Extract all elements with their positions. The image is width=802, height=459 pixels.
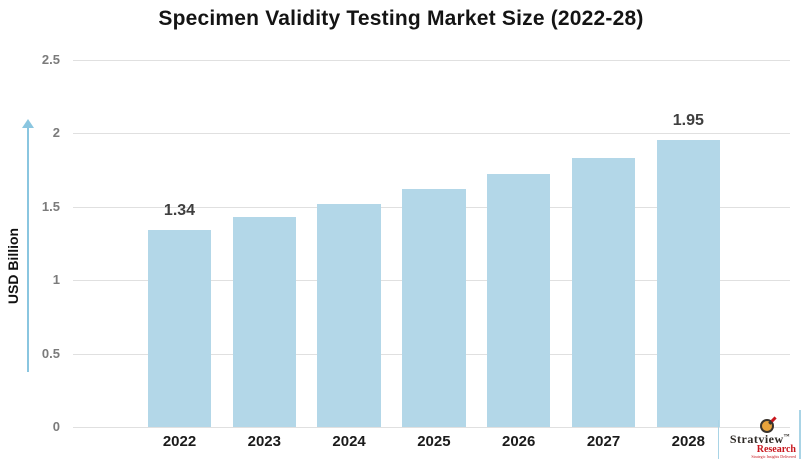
magnifier-icon [760, 416, 777, 433]
gridline-2.5 [73, 59, 790, 61]
y-axis-title: USD Billion [5, 227, 21, 305]
bar-value-label-2022: 1.34 [163, 202, 196, 219]
y-tick-label-0.5: 0.5 [41, 345, 60, 361]
bar-2023 [232, 217, 297, 427]
magnifier-handle-icon [768, 416, 777, 425]
bar-2028 [656, 140, 721, 427]
x-tick-label-2022: 2022 [162, 433, 197, 450]
gridline-2 [73, 133, 790, 134]
x-tick-label-2028: 2028 [671, 433, 705, 450]
brand-tagline: Strategic Insights Delivered [751, 454, 796, 459]
brand-name-text: Stratview [729, 432, 784, 446]
brand-name: Stratview™ [720, 432, 800, 447]
chart-title: Specimen Validity Testing Market Size (2… [158, 7, 644, 30]
y-tick-label-0: 0 [52, 419, 60, 434]
x-tick-label-2023: 2023 [247, 433, 281, 450]
bar-2027 [571, 158, 636, 427]
trademark-symbol: ™ [783, 434, 791, 440]
x-tick-label-2027: 2027 [586, 433, 621, 450]
y-tick-label-1.5: 1.5 [41, 198, 60, 214]
bar-2024 [317, 204, 381, 427]
y-tick-label-2: 2 [52, 125, 60, 140]
brand-division: Research [756, 444, 796, 455]
logo-divider-left [718, 420, 719, 459]
stratview-logo: Stratview™ Research Strategic Insights D… [720, 416, 800, 459]
x-tick-label-2026: 2026 [502, 433, 536, 450]
bar-value-label-2028: 1.95 [672, 112, 704, 129]
bar-2026 [486, 174, 551, 427]
logo-divider-right [799, 410, 801, 459]
gridline-0 [73, 427, 790, 428]
y-tick-label-1: 1 [52, 272, 60, 287]
x-tick-label-2024: 2024 [332, 433, 366, 450]
y-axis-arrow [27, 127, 29, 372]
x-tick-label-2025: 2025 [417, 433, 451, 450]
bar-2022 [147, 230, 212, 427]
y-axis-arrow-head-icon [22, 119, 34, 128]
y-tick-label-2.5: 2.5 [41, 51, 60, 67]
bar-2025 [402, 189, 466, 427]
